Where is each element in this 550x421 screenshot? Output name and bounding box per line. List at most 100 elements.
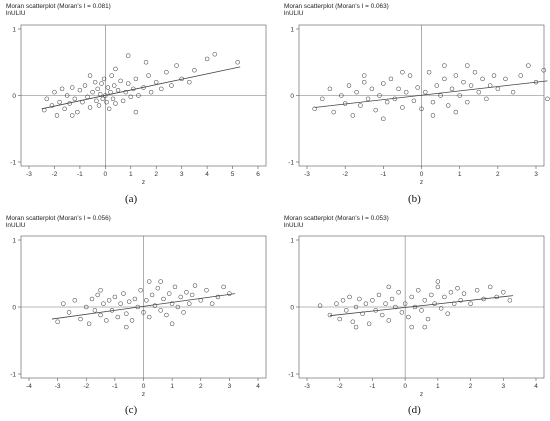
- data-point: [346, 83, 352, 88]
- data-point: [389, 296, 395, 302]
- panel-caption: (d): [408, 404, 421, 416]
- data-point: [115, 87, 121, 93]
- data-point: [146, 73, 151, 78]
- x-tick-label: -2: [52, 171, 58, 178]
- data-point: [461, 79, 466, 85]
- data-point: [320, 96, 325, 102]
- data-point: [373, 107, 378, 113]
- data-point: [95, 86, 100, 92]
- data-point: [340, 298, 346, 303]
- data-point: [331, 109, 336, 115]
- data-point: [381, 81, 386, 86]
- data-point: [360, 311, 365, 316]
- data-point: [406, 314, 411, 320]
- data-point: [106, 106, 112, 112]
- data-point: [312, 106, 317, 112]
- data-point: [125, 53, 131, 58]
- data-point: [52, 89, 57, 95]
- data-point: [445, 311, 450, 316]
- data-point: [357, 296, 362, 302]
- data-point: [383, 301, 388, 306]
- data-point: [377, 93, 382, 98]
- x-axis-label: z: [142, 179, 145, 186]
- panel-title: Moran scatterplot (Moran's I = 0.056): [6, 215, 111, 222]
- data-point: [90, 89, 95, 95]
- data-point: [78, 316, 83, 322]
- data-point: [426, 69, 432, 75]
- data-point: [82, 83, 88, 88]
- data-point: [95, 292, 100, 298]
- data-point: [365, 96, 371, 102]
- data-point: [189, 292, 195, 298]
- data-point: [455, 285, 460, 291]
- x-tick-label: -2: [342, 171, 348, 178]
- data-point: [370, 298, 375, 303]
- data-point: [545, 96, 550, 102]
- data-point: [215, 294, 221, 300]
- data-point: [44, 96, 50, 102]
- data-point: [465, 63, 470, 68]
- data-point: [435, 279, 441, 284]
- data-point: [153, 79, 159, 85]
- data-point: [350, 319, 356, 324]
- data-point: [133, 76, 139, 82]
- data-point: [480, 76, 485, 82]
- data-point: [178, 294, 183, 300]
- data-point: [113, 66, 118, 72]
- panel-subtitle: lnULIU: [284, 10, 304, 17]
- data-point: [415, 288, 421, 293]
- data-point: [412, 304, 418, 310]
- data-point: [124, 324, 129, 330]
- data-point: [503, 76, 508, 82]
- data-point: [109, 73, 114, 78]
- data-point: [449, 86, 455, 92]
- data-point: [400, 69, 405, 75]
- data-point: [381, 116, 386, 122]
- data-point: [386, 318, 392, 323]
- y-tick-label: 1: [290, 26, 294, 33]
- data-point: [129, 318, 135, 323]
- data-point: [472, 69, 478, 75]
- data-point: [133, 109, 139, 115]
- data-point: [422, 324, 428, 330]
- data-point: [384, 99, 390, 105]
- data-point: [510, 89, 516, 95]
- data-point: [376, 292, 382, 298]
- moran-scatter-panel-c: Moran scatterplot (Moran's I = 0.056) ln…: [0, 212, 270, 421]
- data-point: [354, 89, 359, 95]
- x-axis-label: z: [142, 391, 145, 398]
- data-point: [146, 279, 152, 284]
- data-point: [476, 89, 481, 95]
- data-point: [362, 79, 367, 85]
- data-point: [379, 312, 385, 318]
- x-tick-label: 2: [154, 171, 158, 178]
- panel-title: Moran scatterplot (Moran's I = 0.063): [284, 3, 389, 10]
- x-tick-label: -4: [26, 383, 32, 390]
- fit-line: [51, 293, 236, 320]
- x-tick-label: 2: [199, 383, 203, 390]
- data-point: [111, 83, 117, 88]
- data-point: [327, 86, 333, 92]
- x-tick-label: -1: [380, 171, 386, 178]
- panel-caption: (c): [125, 404, 138, 416]
- fit-line: [314, 80, 548, 108]
- data-point: [402, 301, 408, 306]
- data-point: [146, 314, 152, 320]
- data-point: [164, 69, 169, 75]
- y-tick-label: 0: [12, 93, 16, 100]
- data-point: [327, 312, 333, 318]
- data-point: [128, 94, 134, 100]
- x-tick-label: 0: [403, 383, 407, 390]
- data-point: [92, 79, 98, 85]
- x-tick-label: 4: [534, 383, 538, 390]
- data-point: [396, 290, 401, 295]
- data-point: [419, 308, 424, 313]
- data-point: [403, 89, 409, 95]
- data-point: [87, 105, 93, 110]
- data-point: [221, 284, 226, 290]
- data-point: [334, 301, 339, 306]
- data-point: [337, 316, 342, 322]
- x-tick-label: 4: [256, 383, 260, 390]
- data-point: [541, 67, 546, 73]
- data-point: [415, 85, 420, 90]
